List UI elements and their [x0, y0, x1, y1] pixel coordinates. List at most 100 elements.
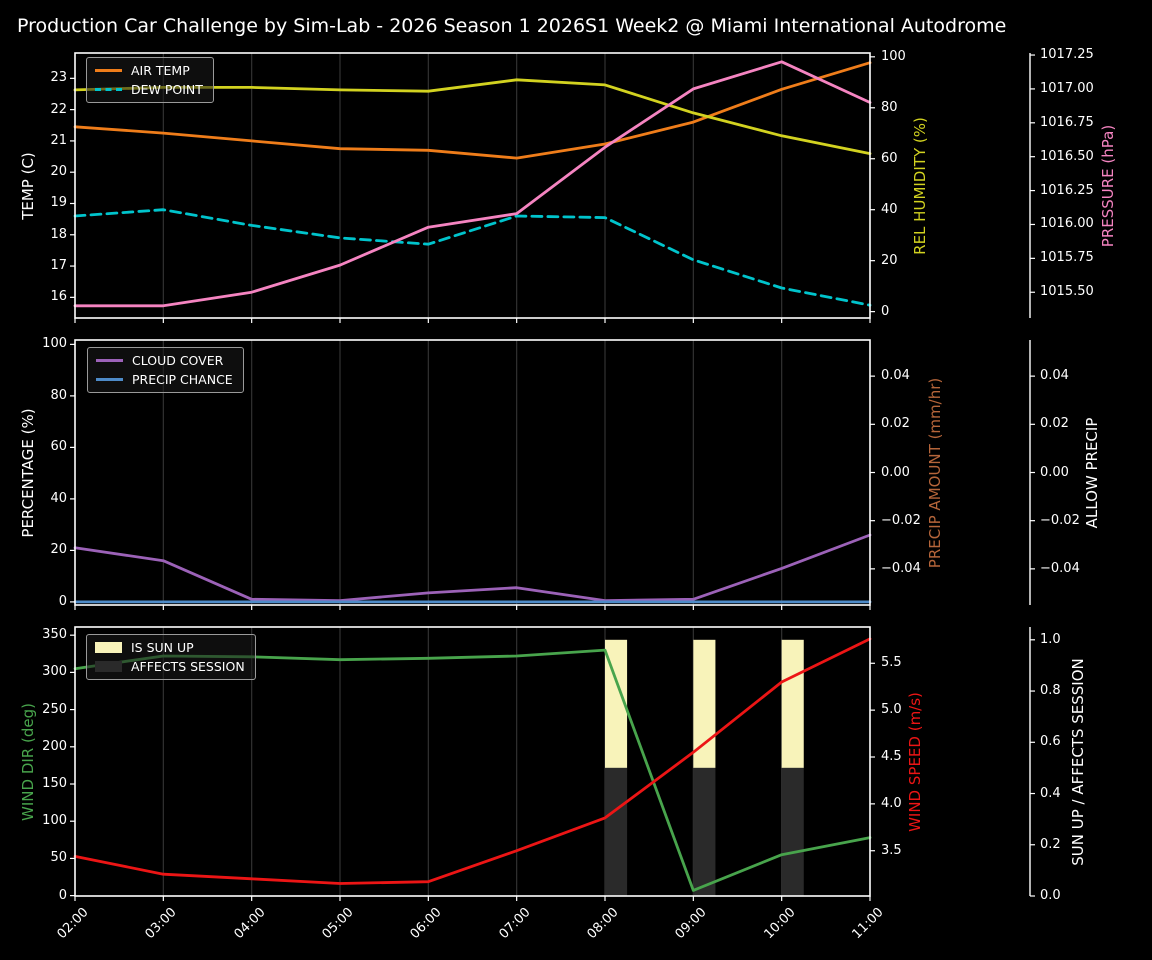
x-tick-label: 07:00 — [496, 905, 534, 943]
legend-sun-panel: IS SUN UP AFFECTS SESSION — [86, 634, 256, 680]
x-tick-label: 09:00 — [672, 905, 710, 943]
tick-label: 0.8 — [1040, 683, 1061, 699]
tick-label: 5.5 — [881, 655, 902, 671]
tick-label: 17 — [50, 258, 67, 274]
tick-label: 20 — [50, 542, 67, 558]
x-tick-label: 08:00 — [584, 905, 622, 943]
tick-label: 1017.00 — [1040, 80, 1094, 96]
tick-label: 0 — [881, 303, 890, 319]
dew-point-swatch — [95, 88, 122, 91]
plot-frame — [74, 52, 871, 319]
tick-label: 0 — [58, 593, 67, 609]
affects-session-bar — [781, 767, 804, 896]
x-tick-label: 04:00 — [231, 905, 269, 943]
wind-dir-axis-label: WIND DIR (deg) — [19, 702, 37, 821]
tick-label: 20 — [881, 252, 898, 268]
legend-item-cloud-cover: CLOUD COVER — [96, 353, 233, 368]
series-line-air-temp — [73, 61, 872, 160]
tick-label: 300 — [42, 664, 67, 680]
tick-label: 1015.50 — [1040, 284, 1094, 300]
panel-cloud-precip — [70, 339, 1035, 610]
legend-temp-panel: AIR TEMP DEW POINT — [86, 57, 214, 103]
plot-frame — [74, 626, 871, 897]
tick-label: 0.4 — [1040, 785, 1061, 801]
tick-label: 0.00 — [881, 464, 910, 480]
tick-label: 22 — [50, 101, 67, 117]
legend-label: CLOUD COVER — [132, 353, 224, 368]
series-line-wind-speed — [73, 637, 872, 885]
legend-label: PRECIP CHANCE — [132, 372, 233, 387]
x-tick-label: 02:00 — [54, 905, 92, 943]
tick-label: 40 — [881, 201, 898, 217]
cloud-cover-swatch — [96, 359, 123, 362]
tick-label: 0.04 — [1040, 368, 1069, 384]
legend-item-air-temp: AIR TEMP — [95, 63, 203, 78]
tick-label: 100 — [42, 336, 67, 352]
pressure-axis-label: PRESSURE (hPa) — [1099, 124, 1117, 247]
tick-label: 21 — [50, 132, 67, 148]
tick-label: 80 — [50, 387, 67, 403]
tick-label: 0.2 — [1040, 836, 1061, 852]
tick-label: 1015.75 — [1040, 250, 1094, 266]
wind-speed-axis-label: WIND SPEED (m/s) — [906, 691, 924, 832]
tick-label: 0.04 — [881, 368, 910, 384]
is-sun-up-bar — [693, 639, 716, 768]
tick-label: 0.02 — [1040, 416, 1069, 432]
precip-amount-axis-label: PRECIP AMOUNT (mm/hr) — [926, 377, 944, 568]
legend-cloud-panel: CLOUD COVER PRECIP CHANCE — [87, 347, 244, 393]
tick-label: 0 — [58, 887, 67, 903]
tick-label: −0.04 — [881, 560, 921, 576]
tick-label: 80 — [881, 99, 898, 115]
tick-label: 0.0 — [1040, 888, 1061, 903]
legend-label: AIR TEMP — [131, 63, 190, 78]
legend-label: AFFECTS SESSION — [131, 659, 245, 674]
affects-session-swatch — [95, 661, 122, 672]
plot-area-precip — [70, 339, 1035, 610]
tick-label: 4.0 — [881, 795, 902, 811]
x-tick-label: 10:00 — [761, 905, 799, 943]
tick-label: 3.5 — [881, 842, 902, 858]
legend-item-dew-point: DEW POINT — [95, 82, 203, 97]
tick-label: 16 — [50, 289, 67, 305]
series-line-pressure — [73, 60, 872, 308]
tick-label: 1016.25 — [1040, 182, 1094, 198]
precip-chance-swatch — [96, 378, 123, 381]
figure-title: Production Car Challenge by Sim-Lab - 20… — [17, 15, 1007, 37]
temp-axis-label: TEMP (C) — [19, 151, 37, 220]
affects-session-bar — [693, 767, 716, 896]
tick-label: 1016.75 — [1040, 114, 1094, 130]
tick-label: 0.6 — [1040, 734, 1061, 750]
tick-label: 60 — [881, 150, 898, 166]
humidity-axis-label: REL HUMIDITY (%) — [911, 116, 929, 255]
is-sun-up-swatch — [95, 642, 122, 653]
tick-label: 5.0 — [881, 702, 902, 718]
legend-item-affects-session: AFFECTS SESSION — [95, 659, 245, 674]
tick-label: −0.02 — [881, 512, 921, 528]
tick-label: 0.02 — [881, 416, 910, 432]
x-tick-label: 03:00 — [142, 905, 180, 943]
series-line-wind-dir — [73, 648, 872, 892]
tick-label: 1017.25 — [1040, 47, 1094, 63]
tick-label: 4.5 — [881, 749, 902, 764]
tick-label: 1016.50 — [1040, 148, 1094, 164]
x-tick-label: 05:00 — [319, 905, 357, 943]
x-tick-label: 06:00 — [407, 905, 445, 943]
legend-label: IS SUN UP — [131, 640, 194, 655]
legend-item-is-sun-up: IS SUN UP — [95, 640, 245, 655]
is-sun-up-bar — [605, 639, 628, 768]
affects-session-bar — [605, 767, 628, 896]
tick-label: 350 — [42, 627, 67, 643]
tick-label: 23 — [50, 70, 67, 86]
tick-label: −0.02 — [1040, 512, 1080, 528]
series-line-dew-point — [73, 208, 872, 307]
is-sun-up-bar — [781, 639, 804, 768]
x-tick-label: 11:00 — [849, 905, 887, 943]
tick-label: 50 — [50, 850, 67, 866]
tick-label: 1016.00 — [1040, 216, 1094, 232]
tick-label: 1.0 — [1040, 631, 1061, 647]
percentage-axis-label: PERCENTAGE (%) — [19, 407, 37, 538]
legend-item-precip-chance: PRECIP CHANCE — [96, 372, 233, 387]
air-temp-swatch — [95, 69, 122, 72]
sun-up-axis-label: SUN UP / AFFECTS SESSION — [1069, 657, 1087, 866]
